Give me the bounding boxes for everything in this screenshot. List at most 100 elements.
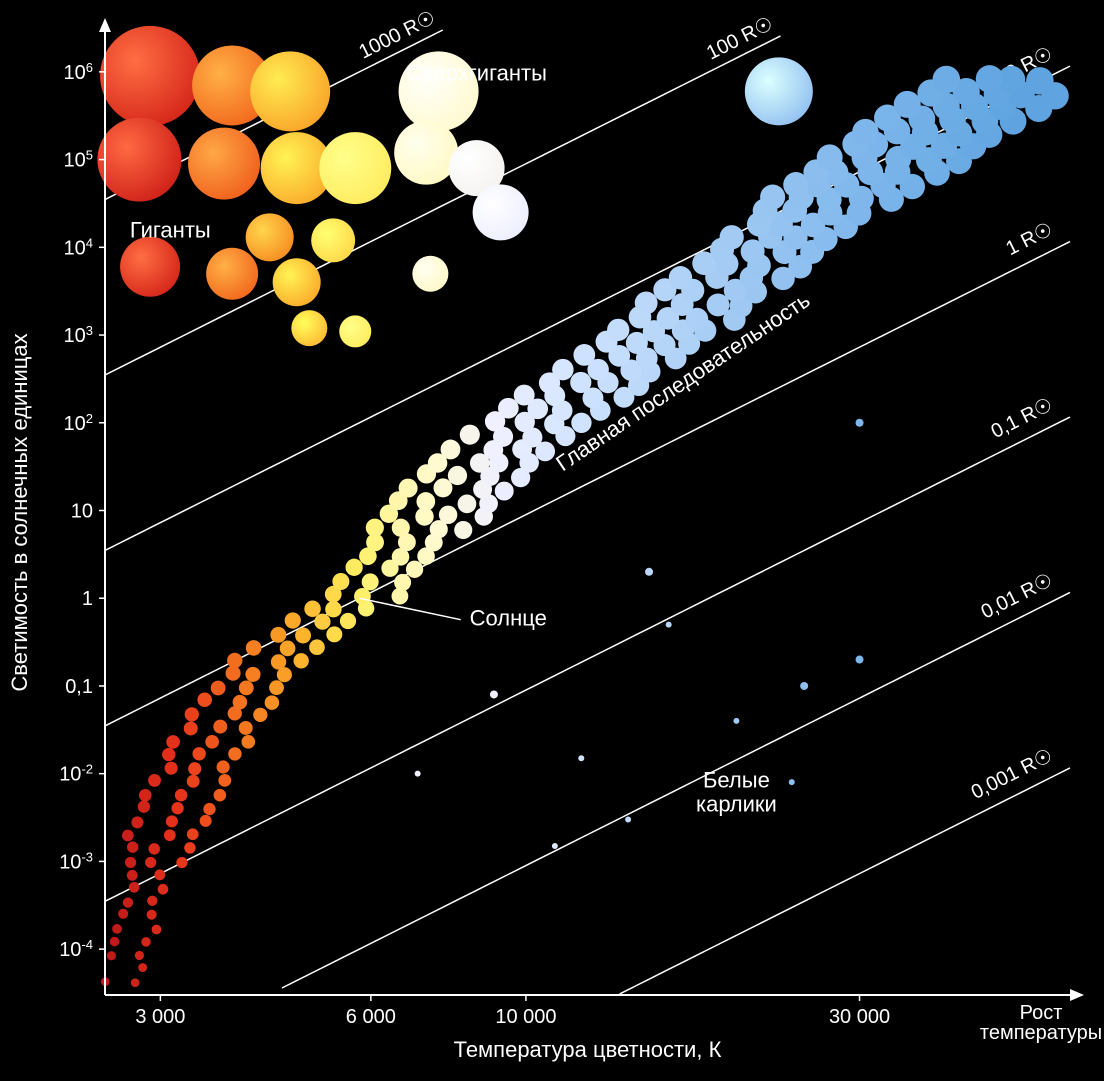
ms-star (241, 735, 255, 749)
ms-star (552, 359, 573, 380)
ms-star (187, 775, 200, 788)
giant-star (339, 315, 371, 347)
ms-star (171, 802, 183, 814)
ms-star (304, 601, 320, 617)
ms-star (107, 951, 116, 960)
ms-star (271, 654, 286, 669)
ms-star (433, 478, 452, 497)
ms-star (166, 735, 180, 749)
giant-star (250, 51, 330, 131)
y-tick-label: 1 (82, 588, 93, 610)
ms-star (135, 951, 144, 960)
hr-diagram: 1000 R☉100 R☉10 R☉1 R☉0,1 R☉0,01 R☉0,001… (0, 0, 1104, 1081)
white-dwarf (415, 771, 421, 777)
y-tick-label: 10 (71, 500, 93, 522)
white-dwarf (856, 419, 864, 427)
x-tick-label: 30 000 (829, 1006, 890, 1028)
x-tick-label: 3 000 (135, 1006, 185, 1028)
ms-star (345, 559, 362, 576)
x-axis-title: Температура цветности, К (454, 1037, 722, 1062)
giant-star (246, 213, 294, 261)
chart-svg: 1000 R☉100 R☉10 R☉1 R☉0,1 R☉0,01 R☉0,001… (0, 0, 1104, 1081)
giant-star (97, 118, 181, 202)
white-dwarf (856, 656, 864, 664)
giant-star (273, 258, 321, 306)
ms-star (148, 774, 161, 787)
ms-star (817, 144, 843, 170)
ms-star (495, 482, 514, 501)
ms-star (570, 372, 591, 393)
giant-star (319, 132, 391, 204)
ms-star (184, 721, 198, 735)
ms-star (265, 695, 280, 710)
ms-star (460, 425, 480, 445)
ms-star (246, 640, 262, 656)
ms-star (392, 519, 410, 537)
white-dwarf (733, 718, 739, 724)
giant-star (394, 121, 458, 185)
ms-star (200, 815, 212, 827)
ms-star (217, 760, 230, 773)
ms-star (245, 667, 260, 682)
ms-star (118, 909, 128, 919)
ms-star (1026, 67, 1054, 95)
ms-star (309, 639, 325, 655)
ms-star (669, 266, 692, 289)
ms-star (233, 695, 248, 710)
ms-star (205, 735, 219, 749)
ms-star (573, 344, 595, 366)
ms-star (314, 614, 330, 630)
ms-star (147, 910, 157, 920)
ms-star (166, 815, 178, 827)
ms-star (448, 466, 467, 485)
ms-star (894, 91, 921, 118)
ms-star (152, 925, 162, 935)
white-dwarf (552, 843, 558, 849)
ms-star (214, 789, 227, 802)
ms-star (165, 762, 178, 775)
ms-star (635, 292, 658, 315)
giant-star (291, 310, 327, 346)
ms-star (295, 628, 311, 644)
ms-star (112, 924, 122, 934)
ms-star (294, 653, 309, 668)
ms-star (141, 937, 151, 947)
ms-star (269, 680, 284, 695)
ms-star (197, 692, 212, 707)
region-label: Гиганты (130, 217, 211, 242)
ms-star (139, 789, 152, 802)
ms-star (228, 747, 241, 760)
ms-star (416, 492, 435, 511)
ms-star (218, 774, 231, 787)
ms-star (145, 857, 156, 868)
ms-star (129, 882, 140, 893)
ms-star (325, 601, 341, 617)
giant-star (412, 256, 448, 292)
region-label: карлики (696, 791, 777, 816)
ms-star (253, 708, 267, 722)
ms-star (514, 385, 535, 406)
ms-star (239, 721, 253, 735)
white-dwarf (645, 568, 653, 576)
white-dwarf (578, 755, 584, 761)
giant-star (473, 184, 529, 240)
ms-star (213, 720, 227, 734)
ms-star (131, 978, 140, 987)
ms-star (439, 506, 457, 524)
ms-star (399, 479, 418, 498)
ms-star (125, 857, 136, 868)
ms-star (127, 841, 138, 852)
ms-star (366, 519, 384, 537)
x-extra-label: температуры (980, 1022, 1102, 1044)
ms-star (122, 830, 134, 842)
ms-star (192, 747, 205, 760)
ms-star (760, 185, 785, 210)
ms-star (138, 963, 147, 972)
ms-star (280, 641, 296, 657)
ms-star (976, 65, 1004, 93)
ms-star (285, 612, 301, 628)
giant-star (120, 237, 180, 297)
giant-star (311, 218, 355, 262)
region-label: Белые (703, 767, 770, 792)
white-dwarf (800, 682, 808, 690)
